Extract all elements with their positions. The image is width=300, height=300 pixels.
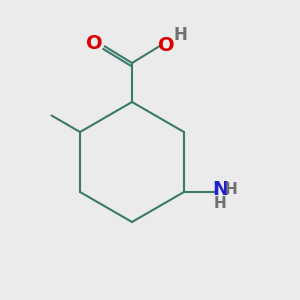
- Text: H: H: [174, 26, 188, 44]
- Text: O: O: [158, 36, 175, 55]
- Text: H: H: [214, 196, 226, 211]
- Text: N: N: [212, 180, 228, 199]
- Text: H: H: [225, 182, 238, 197]
- Text: O: O: [86, 34, 103, 53]
